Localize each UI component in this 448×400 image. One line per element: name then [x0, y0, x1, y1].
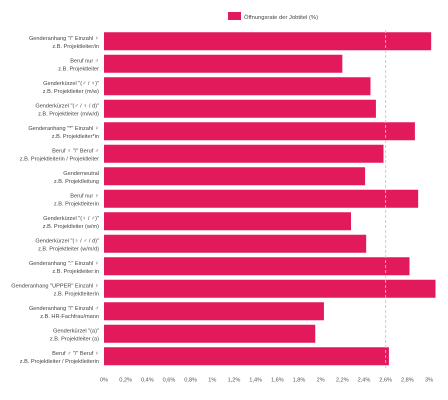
- tick-label: 2,8%: [401, 378, 414, 384]
- category-label: z.B. HR-Fachfrau/mann: [40, 314, 99, 320]
- category-label: Genderanhang "*" Einzahl ♀: [28, 126, 99, 132]
- tick-label: 3%: [425, 378, 433, 384]
- tick-label: 1,4%: [249, 378, 262, 384]
- category-label: z.B. Projektleiterin / Projektleiter: [20, 156, 99, 162]
- category-label: Genderkürzel "(♂ / ♀ / d)": [35, 103, 99, 109]
- x-axis-ticks: 0% 0,2% 0,4% 0,6% 0,8% 1% 1,2% 1,4% 1,6% 1,8% 2% 2,…: [100, 378, 433, 384]
- category-label: z.B. ProjektleiterIn: [54, 291, 99, 297]
- tick-label: 2,4%: [358, 378, 371, 384]
- legend-label: Öffnungsrate der Jobtitel (%): [244, 14, 318, 21]
- category-label: Genderneutral: [63, 171, 99, 177]
- bar: [104, 189, 419, 208]
- category-label: Genderkürzel "(a)": [53, 328, 99, 334]
- bar: [104, 167, 366, 186]
- bar: [104, 279, 436, 298]
- category-label: z.B. Projektleiter/in: [52, 44, 99, 50]
- bar: [104, 324, 316, 343]
- tick-label: 0,8%: [184, 378, 197, 384]
- category-label: Genderkürzel "(♂ / ♀)": [43, 81, 99, 87]
- category-label: Genderanhang "UPPER" Einzahl ♀: [11, 283, 99, 289]
- category-labels: Genderanhang "/" Einzahl ♀ z.B. Projektle…: [11, 36, 99, 365]
- tick-label: 0%: [100, 378, 108, 384]
- tick-label: 2%: [317, 378, 325, 384]
- category-label: Genderkürzel "(♀ / ♂)": [43, 216, 99, 222]
- tick-label: 1,2%: [228, 378, 241, 384]
- bar: [104, 302, 324, 321]
- bars-group: [104, 32, 436, 366]
- category-label: Beruf ♂ "/" Beruf ♀: [52, 351, 99, 357]
- category-label: Genderanhang "/" Einzahl ♀: [29, 36, 99, 42]
- category-label: z.B. Projektleiter (a): [50, 336, 99, 342]
- tick-label: 0,4%: [141, 378, 154, 384]
- category-label: Beruf nur ♀: [70, 193, 99, 199]
- bar: [104, 234, 367, 253]
- bar: [104, 347, 389, 366]
- category-label: z.B. Projektleiterin: [54, 201, 99, 207]
- bar: [104, 144, 384, 163]
- category-label: Genderkürzel "(♀ / ♂ / d)": [35, 238, 99, 244]
- tick-label: 1,6%: [271, 378, 284, 384]
- tick-label: 0,2%: [119, 378, 132, 384]
- tick-label: 2,2%: [336, 378, 349, 384]
- category-label: z.B. Projektleiter*in: [52, 134, 99, 140]
- tick-label: 1,8%: [293, 378, 306, 384]
- category-label: Genderanhang "/" Einzahl ♂: [29, 306, 99, 312]
- tick-label: 1%: [208, 378, 216, 384]
- bar: [104, 122, 415, 141]
- category-label: z.B. Projektleiter: [58, 66, 99, 72]
- bar: [104, 212, 351, 231]
- category-label: Beruf ♀ "/" Beruf ♂: [52, 148, 99, 154]
- bar: [104, 54, 343, 73]
- tick-label: 0,6%: [163, 378, 176, 384]
- legend-swatch: [228, 12, 241, 20]
- category-label: Beruf nur ♂: [70, 58, 99, 64]
- category-label: z.B. Projektleiter / Projektleiterin: [20, 359, 99, 365]
- category-label: z.B. Projektleiter (w/m/d): [38, 246, 99, 252]
- bar: [104, 99, 376, 118]
- category-label: z.B. Projektleiter (m/w): [43, 89, 99, 95]
- bar: [104, 77, 371, 96]
- category-label: z.B. Projektleiter:in: [52, 269, 99, 275]
- category-label: Genderanhang ":" Einzahl ♀: [29, 261, 99, 267]
- tick-label: 2,6%: [379, 378, 392, 384]
- category-label: z.B. Projektleiter (m/w/d): [38, 111, 99, 117]
- category-label: z.B. Projektleiter (w/m): [43, 224, 99, 230]
- bar: [104, 257, 410, 276]
- bar: [104, 32, 432, 51]
- chart-legend: Öffnungsrate der Jobtitel (%): [228, 12, 318, 21]
- category-label: z.B. Projektleitung: [54, 179, 99, 185]
